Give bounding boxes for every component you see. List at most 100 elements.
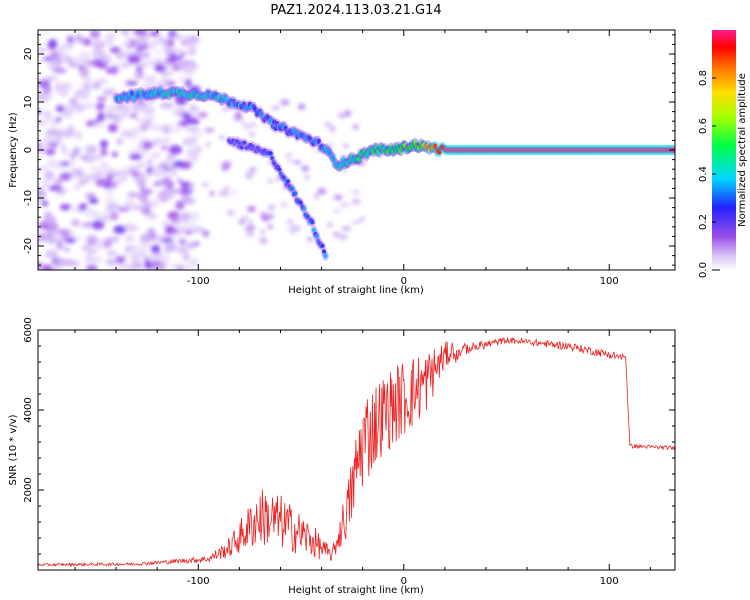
snr-xlabel: Height of straight line (km) bbox=[288, 585, 424, 596]
noise-blob bbox=[280, 99, 290, 106]
noise-blob bbox=[47, 128, 59, 136]
noise-blob bbox=[88, 197, 99, 204]
noise-blob bbox=[190, 257, 199, 267]
noise-blob bbox=[44, 84, 52, 94]
noise-blob bbox=[62, 151, 75, 156]
secondary-ridge-point bbox=[286, 179, 291, 184]
noise-blob bbox=[56, 240, 64, 250]
noise-blob bbox=[95, 102, 105, 111]
noise-blob bbox=[127, 191, 139, 199]
colorbar-tick-label: 0.6 bbox=[698, 118, 709, 134]
noise-blob bbox=[298, 103, 306, 110]
noise-blob bbox=[351, 220, 361, 225]
noise-blob bbox=[59, 172, 72, 182]
noise-blob bbox=[142, 201, 153, 209]
secondary-ridge-point bbox=[290, 186, 295, 192]
noise-blob bbox=[150, 152, 161, 159]
noise-blob bbox=[106, 173, 114, 184]
noise-blob bbox=[127, 55, 141, 64]
noise-blob bbox=[271, 105, 281, 111]
noise-blob bbox=[60, 144, 68, 153]
noise-blob bbox=[96, 51, 108, 59]
noise-blob bbox=[104, 197, 116, 204]
noise-blob bbox=[102, 88, 116, 96]
noise-blob bbox=[329, 126, 335, 133]
main-ridge-point bbox=[433, 143, 438, 150]
noise-blob bbox=[259, 237, 268, 245]
noise-blob bbox=[105, 114, 119, 120]
noise-blob bbox=[47, 236, 55, 245]
noise-blob bbox=[175, 200, 185, 210]
noise-blob bbox=[233, 114, 243, 122]
noise-blob bbox=[80, 210, 94, 215]
figure-title: PAZ1.2024.113.03.21.G14 bbox=[270, 3, 441, 18]
secondary-ridge-point bbox=[240, 145, 245, 150]
noise-blob bbox=[162, 176, 171, 187]
noise-blob bbox=[43, 110, 53, 120]
noise-blob bbox=[120, 30, 131, 36]
noise-blob bbox=[333, 209, 341, 213]
noise-blob bbox=[124, 80, 139, 86]
noise-blob bbox=[140, 233, 153, 243]
noise-blob bbox=[143, 101, 154, 109]
noise-blob bbox=[91, 82, 102, 89]
noise-blob bbox=[250, 122, 257, 127]
noise-blob bbox=[55, 178, 63, 186]
noise-blob bbox=[100, 148, 108, 157]
secondary-ridge-point bbox=[323, 253, 328, 259]
noise-blob bbox=[270, 204, 275, 210]
noise-blob bbox=[63, 245, 70, 253]
noise-blob bbox=[168, 144, 183, 155]
x-tick-label: 100 bbox=[600, 276, 619, 287]
x-tick-label: -100 bbox=[187, 276, 210, 287]
noise-blob bbox=[94, 79, 108, 84]
noise-blob bbox=[240, 216, 250, 221]
noise-blob bbox=[167, 211, 180, 221]
noise-blob bbox=[99, 213, 111, 223]
noise-blob bbox=[244, 227, 254, 232]
noise-blob bbox=[100, 139, 108, 149]
noise-blob bbox=[72, 146, 81, 156]
noise-blob bbox=[106, 36, 114, 47]
noise-blob bbox=[120, 129, 134, 138]
noise-blob bbox=[43, 215, 57, 226]
noise-blob bbox=[248, 131, 256, 138]
noise-blob bbox=[287, 159, 293, 163]
noise-blob bbox=[116, 138, 123, 146]
secondary-ridge-point bbox=[301, 206, 306, 211]
noise-blob bbox=[38, 166, 49, 171]
noise-blob bbox=[220, 107, 229, 111]
noise-blob bbox=[89, 30, 101, 39]
noise-blob bbox=[333, 194, 343, 201]
noise-blob bbox=[190, 211, 200, 222]
noise-blob bbox=[134, 126, 142, 135]
noise-blob bbox=[174, 59, 188, 69]
y-tick-label: 4000 bbox=[23, 397, 34, 422]
noise-blob bbox=[81, 244, 92, 252]
colorbar-tick-label: 0.0 bbox=[698, 262, 709, 278]
noise-blob bbox=[120, 263, 130, 269]
noise-blob bbox=[147, 227, 156, 236]
noise-blob bbox=[247, 205, 256, 213]
noise-blob bbox=[43, 94, 54, 99]
noise-blob bbox=[113, 179, 125, 184]
noise-blob bbox=[190, 226, 200, 231]
noise-blob bbox=[88, 165, 103, 171]
noise-blob bbox=[221, 160, 232, 168]
noise-blob bbox=[59, 82, 70, 91]
noise-blob bbox=[177, 120, 189, 127]
secondary-ridge-point bbox=[268, 151, 273, 156]
noise-blob bbox=[107, 123, 118, 133]
secondary-ridge-point bbox=[322, 249, 327, 254]
snr-frame bbox=[37, 329, 676, 571]
noise-blob bbox=[48, 185, 63, 191]
noise-blob bbox=[54, 257, 66, 268]
noise-blob bbox=[106, 104, 120, 115]
main-ridge-point bbox=[377, 149, 382, 156]
snr-plot-area bbox=[38, 330, 675, 570]
noise-blob bbox=[115, 49, 124, 60]
noise-blob bbox=[359, 216, 365, 222]
noise-blob bbox=[218, 190, 229, 197]
noise-blob bbox=[57, 44, 65, 55]
noise-blob bbox=[285, 152, 292, 158]
